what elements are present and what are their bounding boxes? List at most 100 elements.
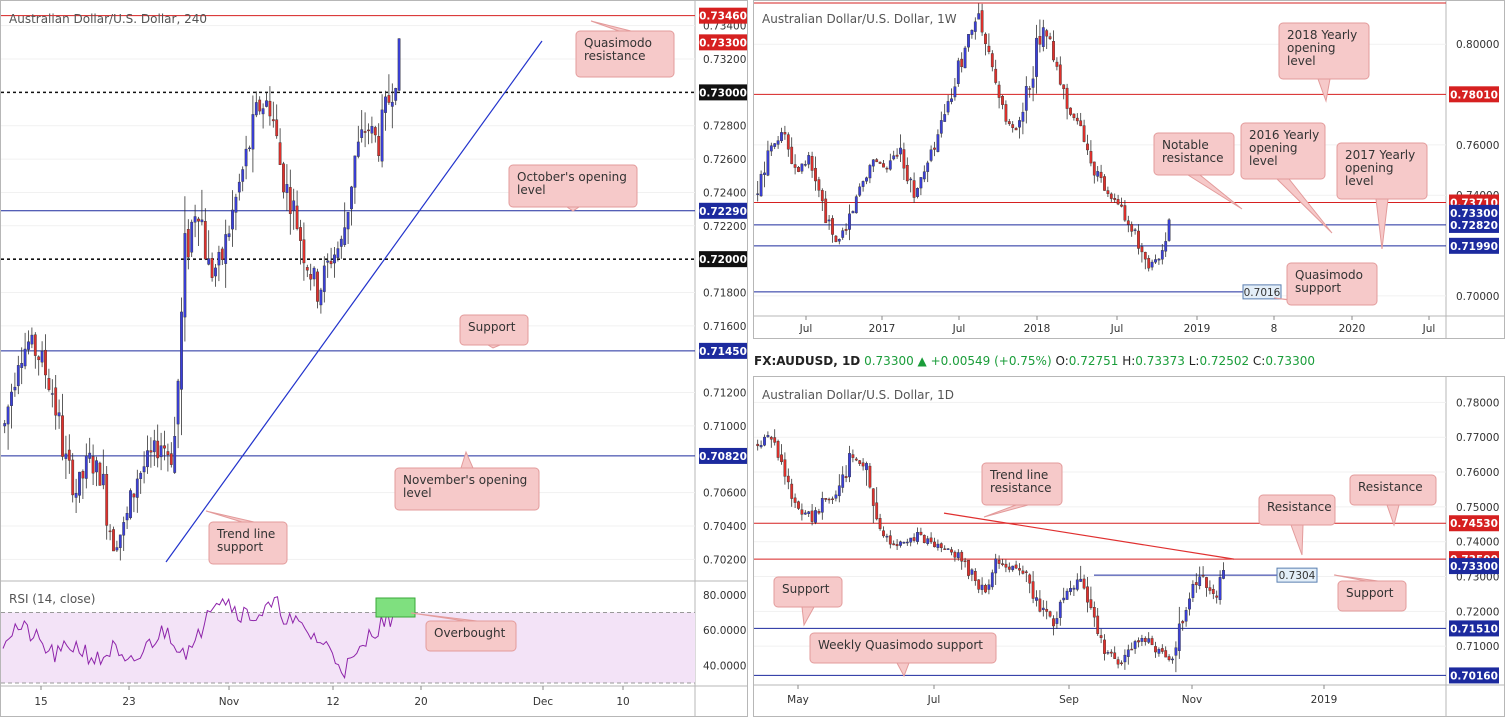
daily-candle-body <box>1218 577 1222 600</box>
weekly-candle-body <box>1096 171 1100 177</box>
daily-candle-body <box>885 535 889 538</box>
daily-candle-body <box>1157 649 1161 654</box>
weekly-candle-body <box>905 164 909 182</box>
h4-chart-title: Australian Dollar/U.S. Dollar, 240 <box>9 12 207 26</box>
callout-resistance-lower-box <box>1258 494 1336 526</box>
daily-price-label: 0.72000 <box>1456 606 1499 618</box>
daily-candle-body <box>1031 581 1035 599</box>
daily-candle-body <box>1137 640 1140 643</box>
weekly-candle-body <box>963 47 967 69</box>
h4-candle-body <box>285 184 289 193</box>
weekly-candle-body <box>1021 111 1025 122</box>
h4-candle-body <box>169 453 173 465</box>
weekly-candle-body <box>1103 176 1106 191</box>
weekly-candle-body <box>1075 117 1079 122</box>
daily-price-tag-bg <box>1449 558 1499 575</box>
daily-candle-body <box>858 460 862 464</box>
h4-candle-body <box>152 440 156 453</box>
daily-chart-panel[interactable]: 0.7304 Trend line resistance Resistance Res… <box>753 376 1505 717</box>
daily-price-label: 0.74000 <box>1456 537 1499 549</box>
daily-candle-body <box>946 548 950 550</box>
daily-candle-body <box>875 502 879 520</box>
weekly-candle-body <box>1058 64 1062 85</box>
daily-x-label: Nov <box>1182 694 1203 706</box>
weekly-price-label: 0.76000 <box>1456 140 1499 152</box>
weekly-candle-body <box>800 163 804 172</box>
daily-candle-body <box>1069 588 1072 592</box>
daily-x-label: 2019 <box>1311 694 1338 706</box>
h4-candle-body <box>118 534 122 548</box>
daily-candle-body <box>1130 648 1134 651</box>
h4-x-label: 10 <box>616 696 629 708</box>
daily-x-label: Sep <box>1059 694 1079 706</box>
daily-x-label: Jul <box>927 694 941 706</box>
weekly-candle-body <box>1109 193 1113 199</box>
weekly-candle-body <box>1092 161 1096 176</box>
callout-2018-yearly-opening-text: opening <box>1287 41 1336 55</box>
h4-candle-body <box>288 187 292 214</box>
h4-chart-panel[interactable]: Quasimodo resistance October's opening leve… <box>0 0 748 717</box>
h4-price-label: 0.70400 <box>703 521 746 533</box>
weekly-candle-body <box>1011 124 1015 128</box>
weekly-candle-body <box>882 163 885 168</box>
h4-price-tag: 0.70820 <box>699 451 747 463</box>
h4-candle-body <box>234 196 238 213</box>
daily-candle-body <box>895 544 899 547</box>
h4-candle-body <box>207 258 211 265</box>
h4-candle-body <box>346 211 350 230</box>
h4-candle-body <box>367 129 370 132</box>
callout-overbought-box <box>425 620 517 652</box>
daily-candle-body <box>1198 576 1202 586</box>
weekly-candle-body <box>827 219 831 222</box>
daily-price-tag: 0.71510 <box>1450 623 1498 635</box>
h4-price-label: 0.73200 <box>703 54 746 66</box>
weekly-candle-body <box>929 149 933 161</box>
weekly-chart-panel[interactable]: 0.7016 2018 Yearly opening level Notable res… <box>753 0 1505 339</box>
weekly-candle-body <box>1086 143 1089 151</box>
weekly-x-label: 2017 <box>869 323 896 335</box>
weekly-candle-body <box>1154 259 1157 263</box>
h4-candle-body <box>319 289 323 306</box>
daily-candle-body <box>780 454 783 463</box>
h4-candle-body <box>180 311 183 390</box>
weekly-candle-body <box>1014 128 1018 131</box>
weekly-candle-body <box>814 167 817 182</box>
weekly-chart[interactable]: 0.7016 2018 YearlyopeninglevelNotableres… <box>754 1 1504 338</box>
h4-candle-body <box>64 453 68 459</box>
daily-candle-body <box>1079 578 1083 582</box>
weekly-candle-body <box>1147 257 1151 269</box>
h4-candle-body <box>163 445 166 449</box>
daily-candle-body <box>817 511 821 514</box>
daily-price-tag: 0.74530 <box>1450 518 1498 530</box>
daily-candle-body <box>919 531 923 535</box>
weekly-candle-body <box>1126 220 1130 225</box>
weekly-candle-body <box>878 161 882 164</box>
h4-candle-body <box>305 267 309 271</box>
daily-candle-body <box>831 498 834 501</box>
weekly-candle-body <box>926 162 930 172</box>
weekly-candle-body <box>1007 121 1011 125</box>
h4-candle-body <box>47 378 51 390</box>
daily-candle-body <box>1208 587 1212 591</box>
symbol-label: FX:AUDUSD, 1D <box>754 354 861 368</box>
h4-candle-body <box>265 100 268 107</box>
weekly-candle-body <box>960 58 964 68</box>
trend-line-support <box>165 40 543 563</box>
daily-candle-body <box>776 441 780 458</box>
change-value: +0.00549 (+0.75%) <box>930 354 1052 368</box>
daily-candle-body <box>984 585 987 593</box>
rsi-label: 60.0000 <box>703 625 746 637</box>
callout-2018-yearly-opening-box <box>1278 22 1370 80</box>
close-label: C: <box>1252 354 1266 368</box>
daily-candle-body <box>824 498 828 500</box>
weekly-candle-body <box>946 101 950 113</box>
daily-candle-body <box>803 512 807 515</box>
h4-candle-body <box>142 466 146 473</box>
daily-candle-body <box>1045 608 1049 612</box>
h4-candle-body <box>27 341 30 350</box>
callout-2017-yearly-opening-text: 2017 Yearly <box>1345 148 1415 162</box>
weekly-candle-body <box>763 172 766 175</box>
